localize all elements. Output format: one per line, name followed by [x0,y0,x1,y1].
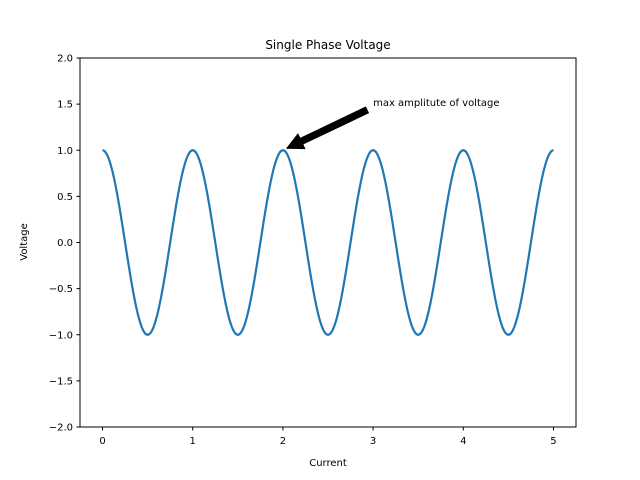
y-axis: 2.0 1.5 1.0 0.5 0.0 −0.5 −1.0 −1.5 −2.0 [49,54,80,434]
y-axis-label: Voltage [19,223,30,261]
x-axis-label: Current [309,458,347,469]
voltage-line [102,149,554,336]
y-tick-label: 1.0 [57,146,73,157]
x-tick-label: 5 [550,436,556,447]
annotation: max amplitute of voltage [285,98,500,150]
plot-area [102,149,554,336]
annotation-text: max amplitute of voltage [373,98,499,109]
y-tick-label: 2.0 [57,54,73,65]
x-tick-label: 3 [370,436,376,447]
x-tick-label: 2 [280,436,286,447]
chart-title: Single Phase Voltage [265,38,390,52]
y-tick-label: −0.5 [49,284,73,295]
x-axis: 0 1 2 3 4 5 [99,427,557,447]
arrow-icon [285,106,370,150]
y-tick-label: −1.5 [49,376,73,387]
y-tick-label: 0.0 [57,238,73,249]
y-tick-label: 1.5 [57,100,73,111]
y-tick-label: −1.0 [49,330,73,341]
y-tick-label: −2.0 [49,423,73,434]
x-tick-label: 0 [99,436,105,447]
x-tick-label: 1 [190,436,196,447]
y-tick-label: 0.5 [57,192,73,203]
x-tick-label: 4 [460,436,466,447]
